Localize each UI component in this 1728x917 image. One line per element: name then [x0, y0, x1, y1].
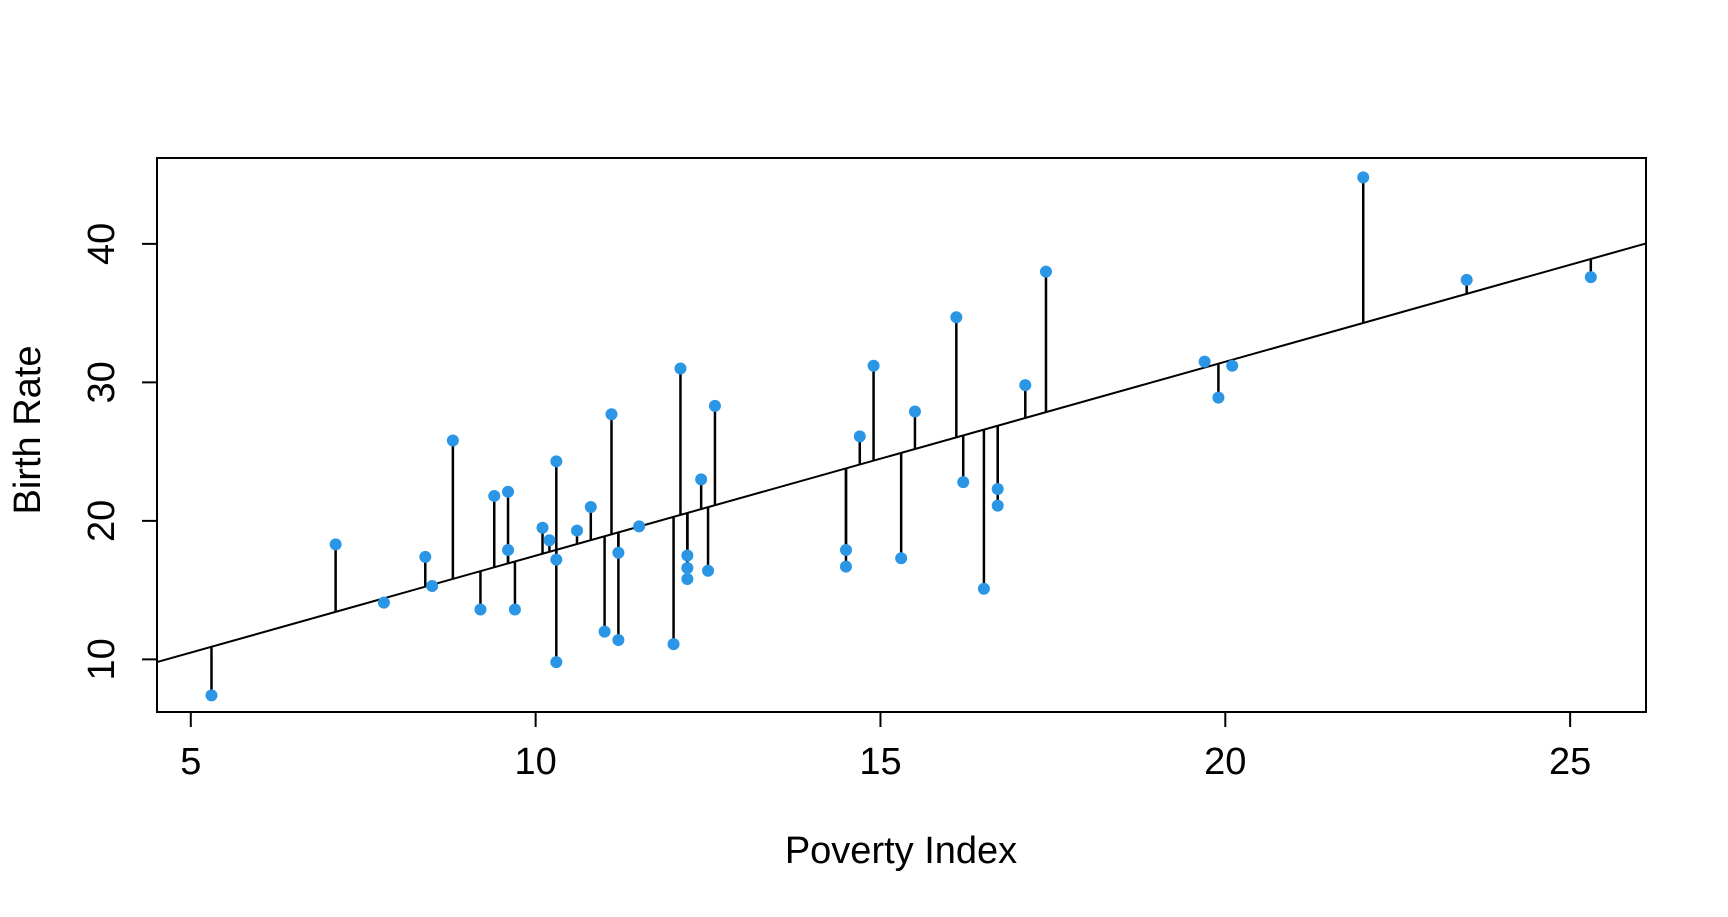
- data-point: [950, 311, 963, 324]
- data-point: [702, 564, 715, 577]
- data-points-layer: [205, 171, 1597, 702]
- data-point: [205, 689, 218, 702]
- data-point: [584, 501, 597, 514]
- data-point: [957, 476, 970, 489]
- x-tick-label: 25: [1549, 741, 1591, 783]
- data-point: [502, 543, 515, 556]
- data-point: [488, 489, 501, 502]
- x-tick-label: 10: [514, 741, 556, 783]
- y-tick-label: 10: [81, 638, 123, 680]
- data-point: [1198, 355, 1211, 368]
- data-point: [867, 359, 880, 372]
- data-point: [853, 430, 866, 443]
- data-point: [605, 408, 618, 421]
- data-point: [1226, 359, 1239, 372]
- data-point: [508, 603, 521, 616]
- data-point: [550, 656, 563, 669]
- data-point: [674, 362, 687, 375]
- data-point: [474, 603, 487, 616]
- data-point: [377, 596, 390, 609]
- data-point: [1212, 391, 1225, 404]
- data-point: [446, 434, 459, 447]
- data-point: [550, 553, 563, 566]
- x-tick-label: 5: [180, 741, 201, 783]
- data-point: [1584, 271, 1597, 284]
- x-tick-label: 20: [1204, 741, 1246, 783]
- data-point: [329, 538, 342, 551]
- data-point: [426, 579, 439, 592]
- data-point: [681, 549, 694, 562]
- plot-frame: [156, 157, 1647, 713]
- data-point: [667, 638, 680, 651]
- data-point: [681, 573, 694, 586]
- data-point: [536, 521, 549, 534]
- data-point: [419, 550, 432, 563]
- axis-ticks-layer: [142, 242, 1572, 727]
- data-point: [991, 499, 1004, 512]
- data-point: [1039, 265, 1052, 278]
- data-point: [839, 543, 852, 556]
- data-point: [598, 625, 611, 638]
- y-tick-label: 40: [81, 223, 123, 265]
- data-point: [612, 633, 625, 646]
- data-point: [908, 405, 921, 418]
- data-point: [1357, 171, 1370, 184]
- data-point: [550, 455, 563, 468]
- data-point: [633, 520, 646, 533]
- y-axis-title: Birth Rate: [7, 346, 49, 515]
- data-point: [612, 546, 625, 559]
- tick-labels-layer: 5 10 15 20 25 10 20 30 40: [81, 223, 1591, 783]
- data-point: [708, 399, 721, 412]
- residual-segments-layer: [210, 177, 1593, 696]
- data-point: [895, 552, 908, 565]
- data-point: [1019, 379, 1032, 392]
- x-axis-title: Poverty Index: [785, 830, 1017, 872]
- data-point: [571, 524, 584, 537]
- data-point: [681, 561, 694, 574]
- data-point: [839, 560, 852, 573]
- data-point: [1460, 273, 1473, 286]
- regression-line-layer: [156, 242, 1647, 664]
- plot-frame-layer: [156, 157, 1647, 713]
- data-point: [991, 483, 1004, 496]
- data-point: [695, 473, 708, 486]
- data-point: [543, 534, 556, 547]
- y-tick-label: 30: [81, 361, 123, 403]
- x-tick-label: 15: [859, 741, 901, 783]
- regression-line: [156, 242, 1647, 664]
- y-tick-label: 20: [81, 500, 123, 542]
- data-point: [977, 582, 990, 595]
- data-point: [502, 485, 515, 498]
